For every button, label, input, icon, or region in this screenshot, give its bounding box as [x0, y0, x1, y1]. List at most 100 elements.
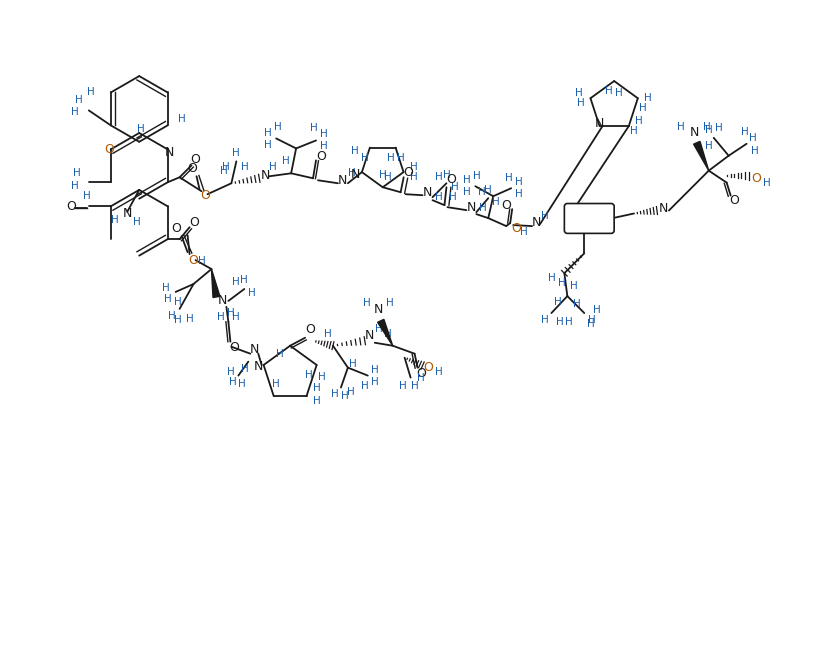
Text: N: N	[365, 329, 374, 342]
Text: H: H	[570, 281, 578, 291]
Text: H: H	[349, 359, 357, 369]
Text: H: H	[574, 299, 581, 309]
Text: H: H	[361, 380, 369, 391]
Text: H: H	[249, 288, 256, 298]
Text: O: O	[172, 222, 181, 234]
Text: H: H	[715, 123, 722, 133]
Text: H: H	[375, 324, 382, 334]
Text: H: H	[554, 297, 561, 307]
Text: H: H	[630, 126, 638, 136]
Text: N: N	[261, 169, 270, 182]
Text: N: N	[690, 127, 700, 140]
Text: O: O	[417, 367, 427, 380]
Text: H: H	[541, 211, 549, 221]
Text: H: H	[749, 133, 757, 143]
Text: H: H	[493, 197, 500, 207]
Text: H: H	[463, 187, 471, 197]
Text: H: H	[276, 349, 284, 359]
Text: H: H	[505, 173, 513, 183]
Text: H: H	[232, 312, 240, 322]
Text: H: H	[318, 372, 326, 382]
Text: N: N	[423, 185, 433, 199]
Text: H: H	[463, 175, 471, 185]
Text: H: H	[478, 187, 486, 197]
Text: O: O	[66, 200, 76, 213]
Text: O: O	[200, 189, 210, 202]
Text: H: H	[644, 93, 651, 103]
Text: H: H	[265, 140, 272, 151]
Text: H: H	[384, 329, 392, 339]
Text: H: H	[272, 379, 280, 389]
Text: H: H	[587, 319, 595, 329]
Text: H: H	[275, 121, 282, 132]
Text: H: H	[168, 311, 175, 321]
Text: H: H	[347, 386, 355, 397]
Text: Abs: Abs	[579, 212, 600, 225]
Text: H: H	[574, 89, 582, 98]
Text: O: O	[230, 341, 240, 354]
Polygon shape	[694, 141, 709, 171]
Text: H: H	[305, 370, 312, 380]
Text: H: H	[232, 149, 240, 158]
Text: H: H	[410, 172, 418, 182]
Text: H: H	[548, 273, 555, 283]
Text: H: H	[324, 329, 331, 339]
Text: H: H	[386, 298, 393, 308]
Text: N: N	[254, 360, 263, 373]
Text: H: H	[241, 162, 249, 172]
Text: H: H	[71, 182, 78, 191]
Text: H: H	[705, 141, 712, 151]
Text: H: H	[555, 317, 564, 327]
Text: O: O	[305, 323, 315, 337]
Text: H: H	[331, 388, 339, 399]
Text: H: H	[265, 129, 272, 138]
Text: H: H	[371, 364, 378, 375]
Text: H: H	[216, 312, 225, 322]
Polygon shape	[211, 269, 220, 298]
Text: H: H	[515, 177, 523, 187]
Text: H: H	[320, 129, 328, 140]
Text: H: H	[71, 107, 78, 118]
Text: H: H	[162, 283, 170, 293]
Text: H: H	[635, 116, 643, 126]
Text: H: H	[387, 152, 394, 163]
Text: H: H	[310, 123, 318, 134]
Text: O: O	[447, 172, 457, 186]
Text: H: H	[594, 305, 601, 315]
Text: N: N	[658, 202, 668, 215]
Text: N: N	[250, 343, 259, 356]
Text: H: H	[83, 191, 91, 201]
Text: H: H	[448, 193, 456, 202]
Text: H: H	[351, 145, 359, 156]
Text: H: H	[241, 364, 249, 373]
Text: H: H	[434, 193, 443, 202]
Text: H: H	[565, 317, 573, 327]
Text: N: N	[218, 295, 227, 307]
Text: H: H	[443, 171, 450, 180]
Text: O: O	[190, 216, 200, 229]
Text: H: H	[270, 162, 277, 172]
Text: H: H	[762, 178, 771, 187]
Text: O: O	[511, 222, 521, 234]
Text: H: H	[226, 308, 235, 318]
Text: H: H	[320, 141, 328, 151]
Text: N: N	[123, 207, 132, 220]
Text: O: O	[403, 166, 413, 179]
Text: H: H	[399, 380, 407, 391]
Text: H: H	[484, 185, 492, 195]
Text: N: N	[374, 304, 383, 317]
Text: H: H	[232, 277, 240, 287]
Text: N: N	[531, 216, 541, 229]
Text: N: N	[467, 201, 476, 214]
Text: O: O	[423, 361, 433, 374]
Text: H: H	[515, 189, 523, 199]
Text: H: H	[361, 152, 369, 163]
Text: H: H	[220, 166, 227, 176]
Text: H: H	[282, 156, 290, 167]
Text: O: O	[752, 172, 762, 185]
Text: H: H	[174, 297, 181, 307]
Text: O: O	[188, 162, 198, 175]
Text: H: H	[87, 87, 94, 98]
Text: H: H	[174, 315, 181, 325]
Text: H: H	[703, 122, 711, 132]
